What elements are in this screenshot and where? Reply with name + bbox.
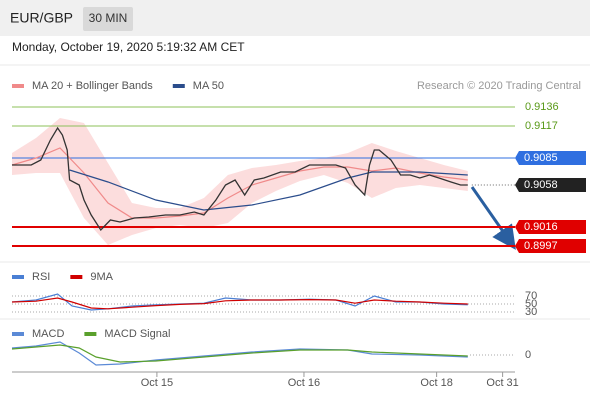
forecast-arrow [470,186,516,250]
series-line [11,147,468,219]
legend-swatch [70,275,83,279]
level-label: 0.8997 [524,240,558,252]
legend-swatch [12,84,24,88]
symbol: EUR/GBP [10,10,73,26]
legend-label: RSI [32,271,50,283]
series-line [11,293,468,311]
series-line [11,341,468,366]
legend-swatch [12,332,24,336]
legend-label: MA 20 + Bollinger Bands [32,80,153,92]
legend-label: MACD [32,328,64,340]
legend-swatch [12,275,24,279]
bollinger-band [12,118,468,245]
level-label: 0.9085 [524,152,558,164]
legend-label: MACD Signal [104,328,170,340]
series-line [69,169,468,211]
y-tick-label: 30 [525,306,537,318]
price-line [12,126,468,232]
level-label: 0.9016 [524,221,558,233]
level-box [515,178,586,192]
interval: 30 MIN [89,11,128,25]
series-line [11,344,468,363]
x-tick-label: Oct 16 [288,377,320,389]
x-tick-label: Oct 31 [486,377,518,389]
legend-label: 9MA [90,271,113,283]
interval-badge[interactable] [83,7,133,31]
legend-swatch [172,84,185,88]
level-box [515,239,586,253]
level-label: 0.9117 [525,120,558,132]
level-box [515,220,586,234]
legend-label: MA 50 [193,80,224,92]
legend-swatch [84,332,97,336]
y-tick-label: 50 [525,298,537,310]
y-tick-label: 0 [525,349,531,361]
series-line [11,297,468,310]
level-label: 0.9058 [524,179,558,191]
y-tick-label: 70 [525,290,537,302]
x-tick-label: Oct 18 [420,377,452,389]
date: Monday, October 19, 2020 5:19:32 AM CET [12,40,245,54]
x-tick-label: Oct 15 [141,377,173,389]
level-label: 0.9136 [525,101,559,113]
level-box [515,151,586,165]
credit: Research © 2020 Trading Central [417,80,581,92]
